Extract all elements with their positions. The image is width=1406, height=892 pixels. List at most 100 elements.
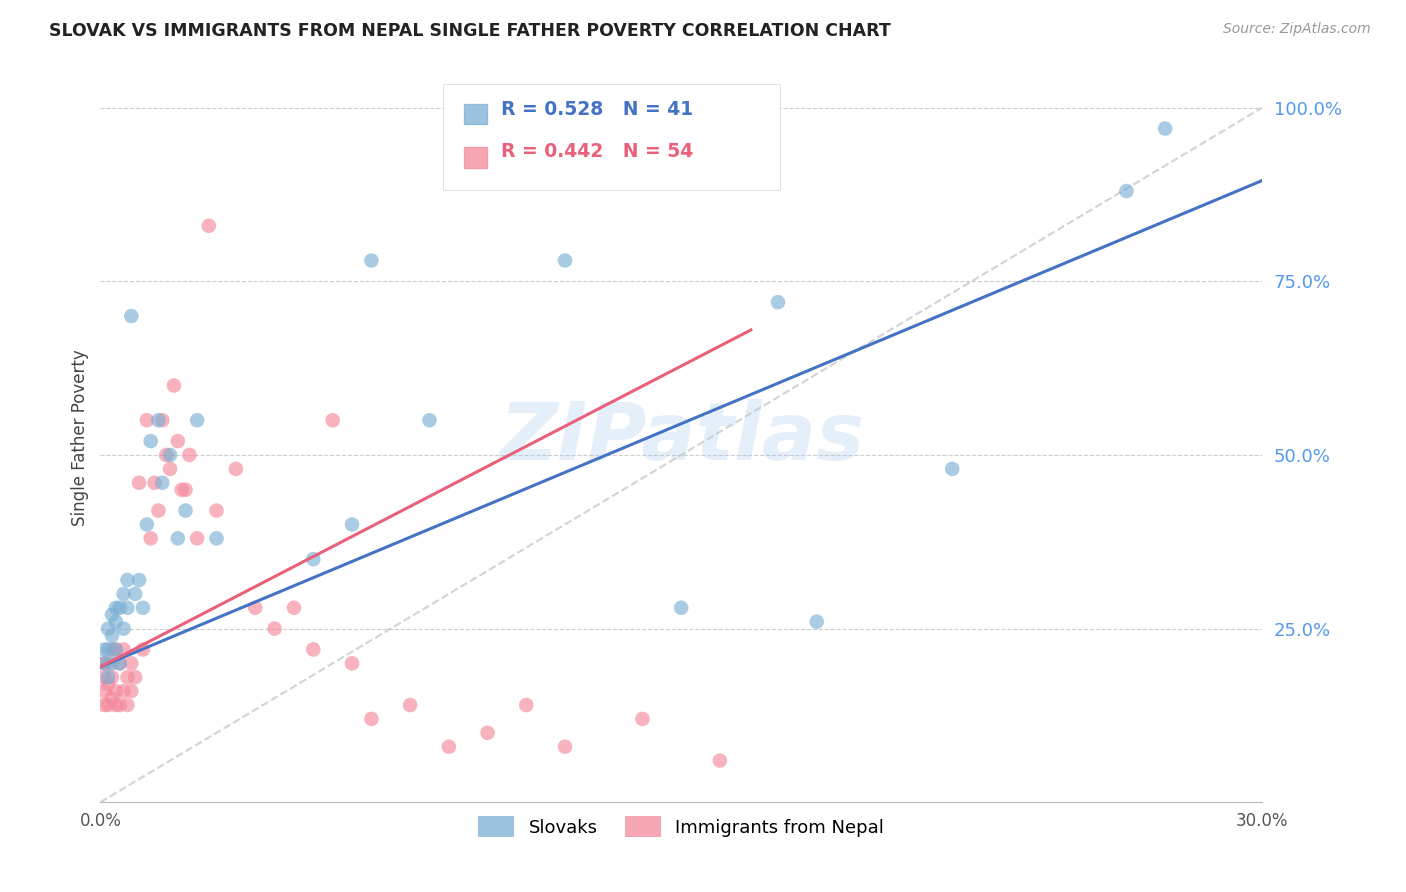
Point bbox=[93, 698, 115, 712]
Point bbox=[97, 622, 120, 636]
Point bbox=[101, 629, 124, 643]
Point bbox=[97, 698, 120, 712]
Point bbox=[1115, 184, 1137, 198]
Point bbox=[139, 532, 162, 546]
Point bbox=[117, 670, 139, 684]
Point bbox=[112, 587, 135, 601]
Point bbox=[150, 413, 173, 427]
Point bbox=[117, 698, 139, 712]
Point bbox=[124, 587, 146, 601]
Point bbox=[112, 642, 135, 657]
Point bbox=[108, 600, 131, 615]
Point bbox=[120, 657, 142, 671]
Point bbox=[186, 413, 208, 427]
Point bbox=[108, 698, 131, 712]
Point bbox=[159, 462, 181, 476]
Point bbox=[163, 378, 186, 392]
Point bbox=[97, 657, 120, 671]
Point bbox=[148, 503, 170, 517]
Text: SLOVAK VS IMMIGRANTS FROM NEPAL SINGLE FATHER POVERTY CORRELATION CHART: SLOVAK VS IMMIGRANTS FROM NEPAL SINGLE F… bbox=[49, 22, 891, 40]
Point bbox=[101, 642, 124, 657]
Point bbox=[101, 607, 124, 622]
Point bbox=[159, 448, 181, 462]
Point bbox=[554, 253, 576, 268]
Point bbox=[418, 413, 440, 427]
Point bbox=[135, 517, 157, 532]
Point bbox=[104, 642, 127, 657]
Y-axis label: Single Father Poverty: Single Father Poverty bbox=[72, 350, 89, 526]
Point bbox=[117, 573, 139, 587]
Text: R = 0.442   N = 54: R = 0.442 N = 54 bbox=[501, 142, 693, 161]
Point bbox=[135, 413, 157, 427]
Point bbox=[245, 600, 267, 615]
Point bbox=[93, 657, 115, 671]
Point bbox=[166, 532, 188, 546]
Point bbox=[97, 642, 120, 657]
Point bbox=[139, 434, 162, 449]
Point bbox=[104, 642, 127, 657]
Point bbox=[104, 615, 127, 629]
Point bbox=[124, 670, 146, 684]
Point bbox=[806, 615, 828, 629]
Point bbox=[120, 684, 142, 698]
Point bbox=[174, 503, 197, 517]
Point bbox=[302, 642, 325, 657]
Point bbox=[399, 698, 422, 712]
Point bbox=[101, 691, 124, 706]
Point bbox=[669, 600, 692, 615]
FancyBboxPatch shape bbox=[464, 147, 486, 168]
Point bbox=[120, 309, 142, 323]
Point bbox=[112, 622, 135, 636]
Point bbox=[97, 677, 120, 691]
Point bbox=[340, 517, 363, 532]
Point bbox=[437, 739, 460, 754]
Point bbox=[166, 434, 188, 449]
Point bbox=[104, 684, 127, 698]
Point bbox=[143, 475, 166, 490]
Point bbox=[108, 657, 131, 671]
Point bbox=[302, 552, 325, 566]
Point bbox=[340, 657, 363, 671]
Point bbox=[108, 657, 131, 671]
Point bbox=[174, 483, 197, 497]
Point bbox=[477, 726, 499, 740]
Point bbox=[93, 670, 115, 684]
Point bbox=[766, 295, 789, 310]
FancyBboxPatch shape bbox=[443, 84, 780, 190]
FancyBboxPatch shape bbox=[464, 103, 486, 124]
Point bbox=[515, 698, 537, 712]
Point bbox=[941, 462, 963, 476]
Point bbox=[93, 684, 115, 698]
Point bbox=[93, 642, 115, 657]
Point bbox=[112, 684, 135, 698]
Point bbox=[709, 754, 731, 768]
Point bbox=[128, 475, 150, 490]
Point bbox=[155, 448, 177, 462]
Text: R = 0.528   N = 41: R = 0.528 N = 41 bbox=[501, 100, 693, 119]
Point bbox=[170, 483, 193, 497]
Point bbox=[132, 642, 155, 657]
Point bbox=[283, 600, 305, 615]
Point bbox=[97, 670, 120, 684]
Point bbox=[197, 219, 219, 233]
Point bbox=[631, 712, 654, 726]
Point bbox=[360, 712, 382, 726]
Point bbox=[101, 657, 124, 671]
Point bbox=[104, 600, 127, 615]
Point bbox=[104, 698, 127, 712]
Point bbox=[554, 739, 576, 754]
Point bbox=[225, 462, 247, 476]
Point bbox=[148, 413, 170, 427]
Point bbox=[128, 573, 150, 587]
Point bbox=[186, 532, 208, 546]
Point bbox=[263, 622, 285, 636]
Point bbox=[117, 600, 139, 615]
Legend: Slovaks, Immigrants from Nepal: Slovaks, Immigrants from Nepal bbox=[471, 809, 891, 845]
Point bbox=[132, 600, 155, 615]
Point bbox=[150, 475, 173, 490]
Point bbox=[205, 503, 228, 517]
Point bbox=[101, 670, 124, 684]
Point bbox=[205, 532, 228, 546]
Point bbox=[179, 448, 201, 462]
Text: Source: ZipAtlas.com: Source: ZipAtlas.com bbox=[1223, 22, 1371, 37]
